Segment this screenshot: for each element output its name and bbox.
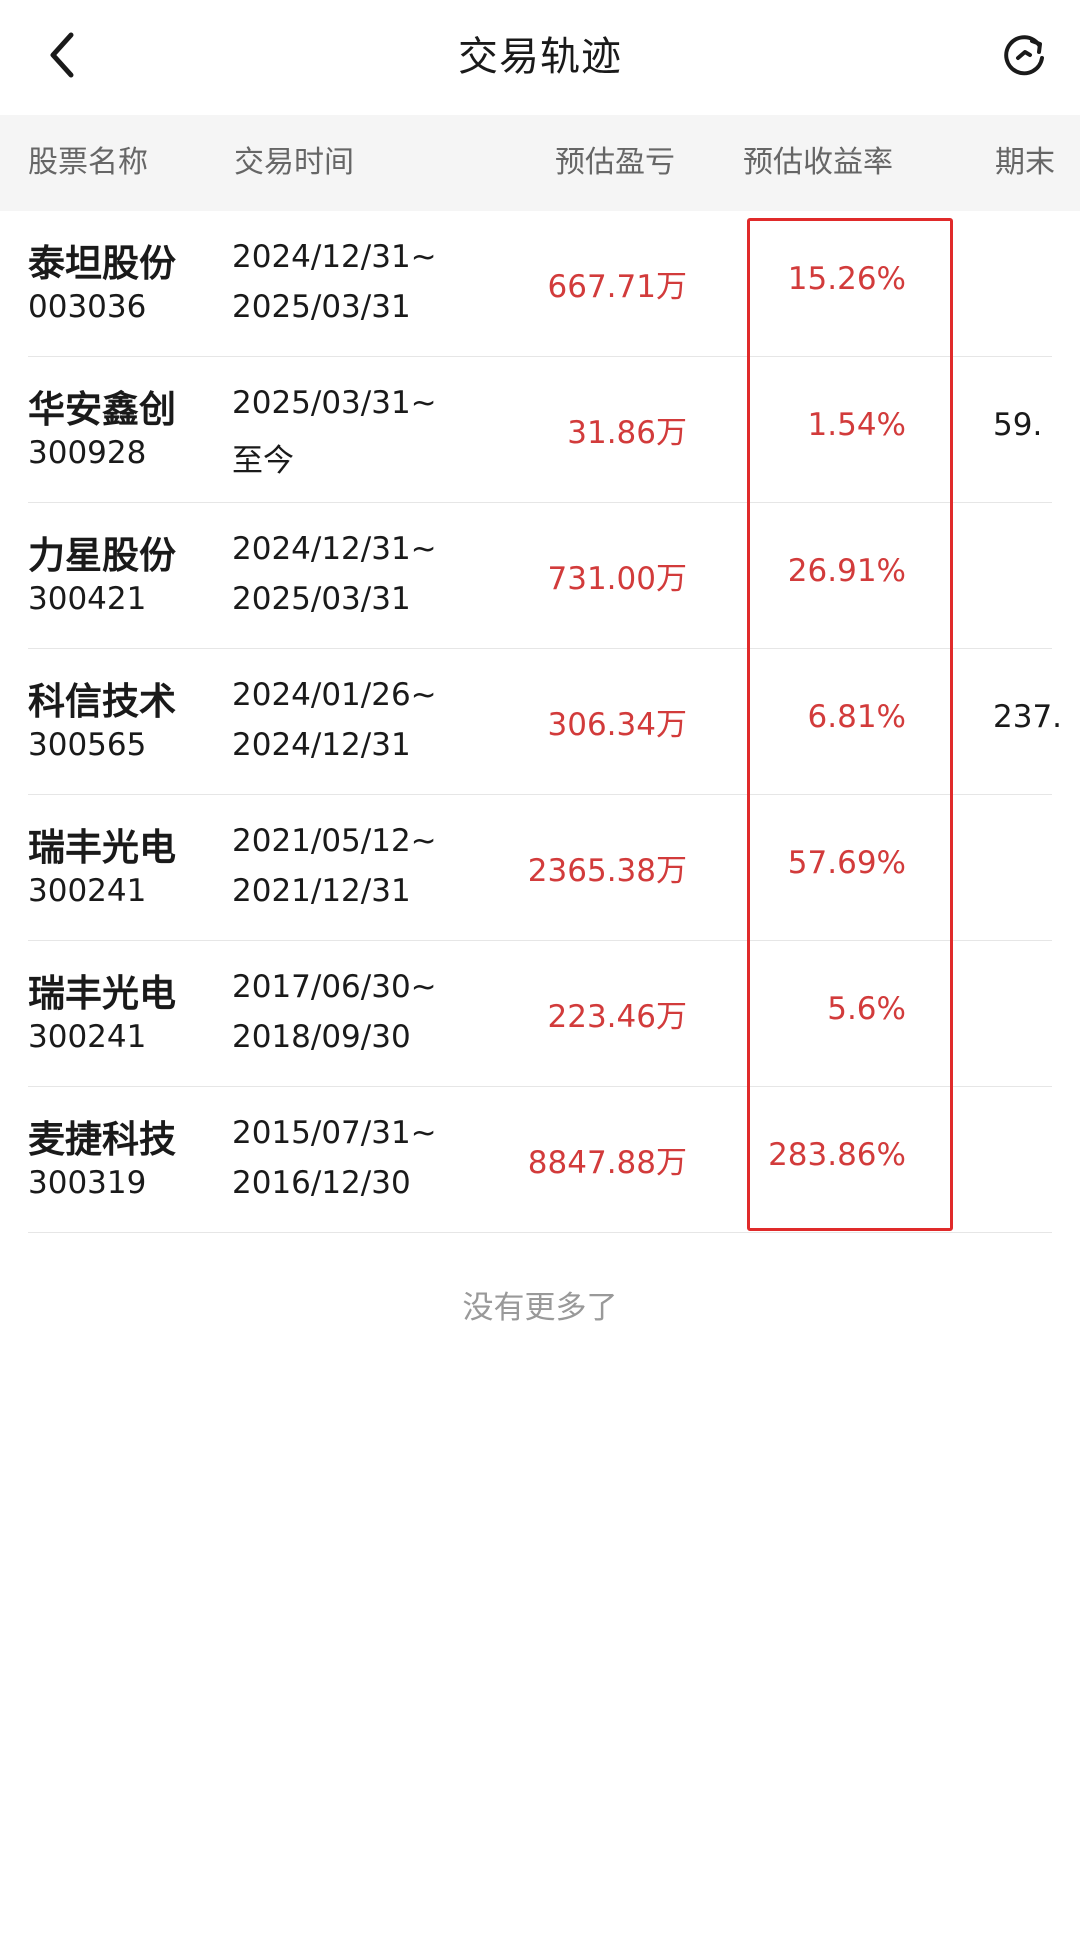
table-row[interactable]: 科信技术 300565 2024/01/26~ 2024/12/31 306.3… <box>0 649 1080 795</box>
table-row[interactable]: 泰坦股份 003036 2024/12/31~ 2025/03/31 667.7… <box>0 211 1080 357</box>
column-header-estimated-return[interactable]: 预估收益率 <box>743 145 893 180</box>
refresh-icon <box>1004 35 1044 76</box>
table-header: 股票名称 交易时间 预估盈亏 预估收益率 期末 <box>0 115 1080 211</box>
estimated-pnl: 31.86万 <box>567 415 687 451</box>
period-end: 2025/03/31 <box>232 289 411 325</box>
period-end: 2018/09/30 <box>232 1019 411 1055</box>
estimated-return: 283.86% <box>768 1137 906 1173</box>
period-start: 2021/05/12~ <box>232 823 437 859</box>
stock-code: 300241 <box>28 873 147 909</box>
estimated-pnl: 731.00万 <box>547 561 687 597</box>
period-start: 2015/07/31~ <box>232 1115 437 1151</box>
stock-name: 瑞丰光电 <box>28 826 176 869</box>
period-end: 2021/12/31 <box>232 873 411 909</box>
refresh-button[interactable] <box>990 22 1058 90</box>
period-start: 2024/12/31~ <box>232 531 437 567</box>
column-header-trade-time[interactable]: 交易时间 <box>234 145 354 180</box>
estimated-return: 1.54% <box>807 407 906 443</box>
table-row[interactable]: 瑞丰光电 300241 2017/06/30~ 2018/09/30 223.4… <box>0 941 1080 1087</box>
period-end: 2024/12/31 <box>232 727 411 763</box>
estimated-pnl: 306.34万 <box>547 707 687 743</box>
list-end-message: 没有更多了 <box>462 1290 618 1326</box>
period-start: 2025/03/31~ <box>232 385 437 421</box>
estimated-return: 57.69% <box>787 845 906 881</box>
period-start: 2024/01/26~ <box>232 677 437 713</box>
stock-name: 科信技术 <box>28 680 176 723</box>
navigation-bar: 交易轨迹 <box>0 0 1080 115</box>
stock-name: 泰坦股份 <box>28 242 176 285</box>
page-title: 交易轨迹 <box>458 34 622 80</box>
estimated-pnl: 667.71万 <box>547 269 687 305</box>
stock-code: 300421 <box>28 581 147 617</box>
estimated-pnl: 2365.38万 <box>527 853 687 889</box>
stock-code: 300319 <box>28 1165 147 1201</box>
column-header-stock-name[interactable]: 股票名称 <box>28 145 148 180</box>
estimated-return: 6.81% <box>807 699 906 735</box>
period-end-value: 237. <box>993 699 1063 735</box>
stock-name: 华安鑫创 <box>28 388 176 431</box>
stock-name: 麦捷科技 <box>28 1118 176 1161</box>
table-row[interactable]: 麦捷科技 300319 2015/07/31~ 2016/12/30 8847.… <box>0 1087 1080 1233</box>
period-end: 2025/03/31 <box>232 581 411 617</box>
chevron-left-icon <box>50 32 74 78</box>
trade-list: 泰坦股份 003036 2024/12/31~ 2025/03/31 667.7… <box>0 211 1080 1233</box>
column-header-period-end[interactable]: 期末 <box>995 145 1055 180</box>
table-row[interactable]: 瑞丰光电 300241 2021/05/12~ 2021/12/31 2365.… <box>0 795 1080 941</box>
stock-name: 瑞丰光电 <box>28 972 176 1015</box>
period-end: 至今 <box>232 443 294 479</box>
estimated-return: 26.91% <box>787 553 906 589</box>
period-start: 2024/12/31~ <box>232 239 437 275</box>
estimated-return: 5.6% <box>827 991 906 1027</box>
back-button[interactable] <box>28 20 98 90</box>
stock-code: 300241 <box>28 1019 147 1055</box>
table-row[interactable]: 力星股份 300421 2024/12/31~ 2025/03/31 731.0… <box>0 503 1080 649</box>
estimated-pnl: 223.46万 <box>547 999 687 1035</box>
column-header-estimated-pnl[interactable]: 预估盈亏 <box>555 145 675 180</box>
stock-name: 力星股份 <box>28 534 176 577</box>
stock-code: 003036 <box>28 289 147 325</box>
stock-code: 300565 <box>28 727 147 763</box>
estimated-return: 15.26% <box>787 261 906 297</box>
period-end: 2016/12/30 <box>232 1165 411 1201</box>
stock-code: 300928 <box>28 435 147 471</box>
estimated-pnl: 8847.88万 <box>527 1145 687 1181</box>
table-row[interactable]: 华安鑫创 300928 2025/03/31~ 至今 31.86万 1.54% … <box>0 357 1080 503</box>
period-start: 2017/06/30~ <box>232 969 437 1005</box>
period-end-value: 59. <box>993 407 1043 443</box>
